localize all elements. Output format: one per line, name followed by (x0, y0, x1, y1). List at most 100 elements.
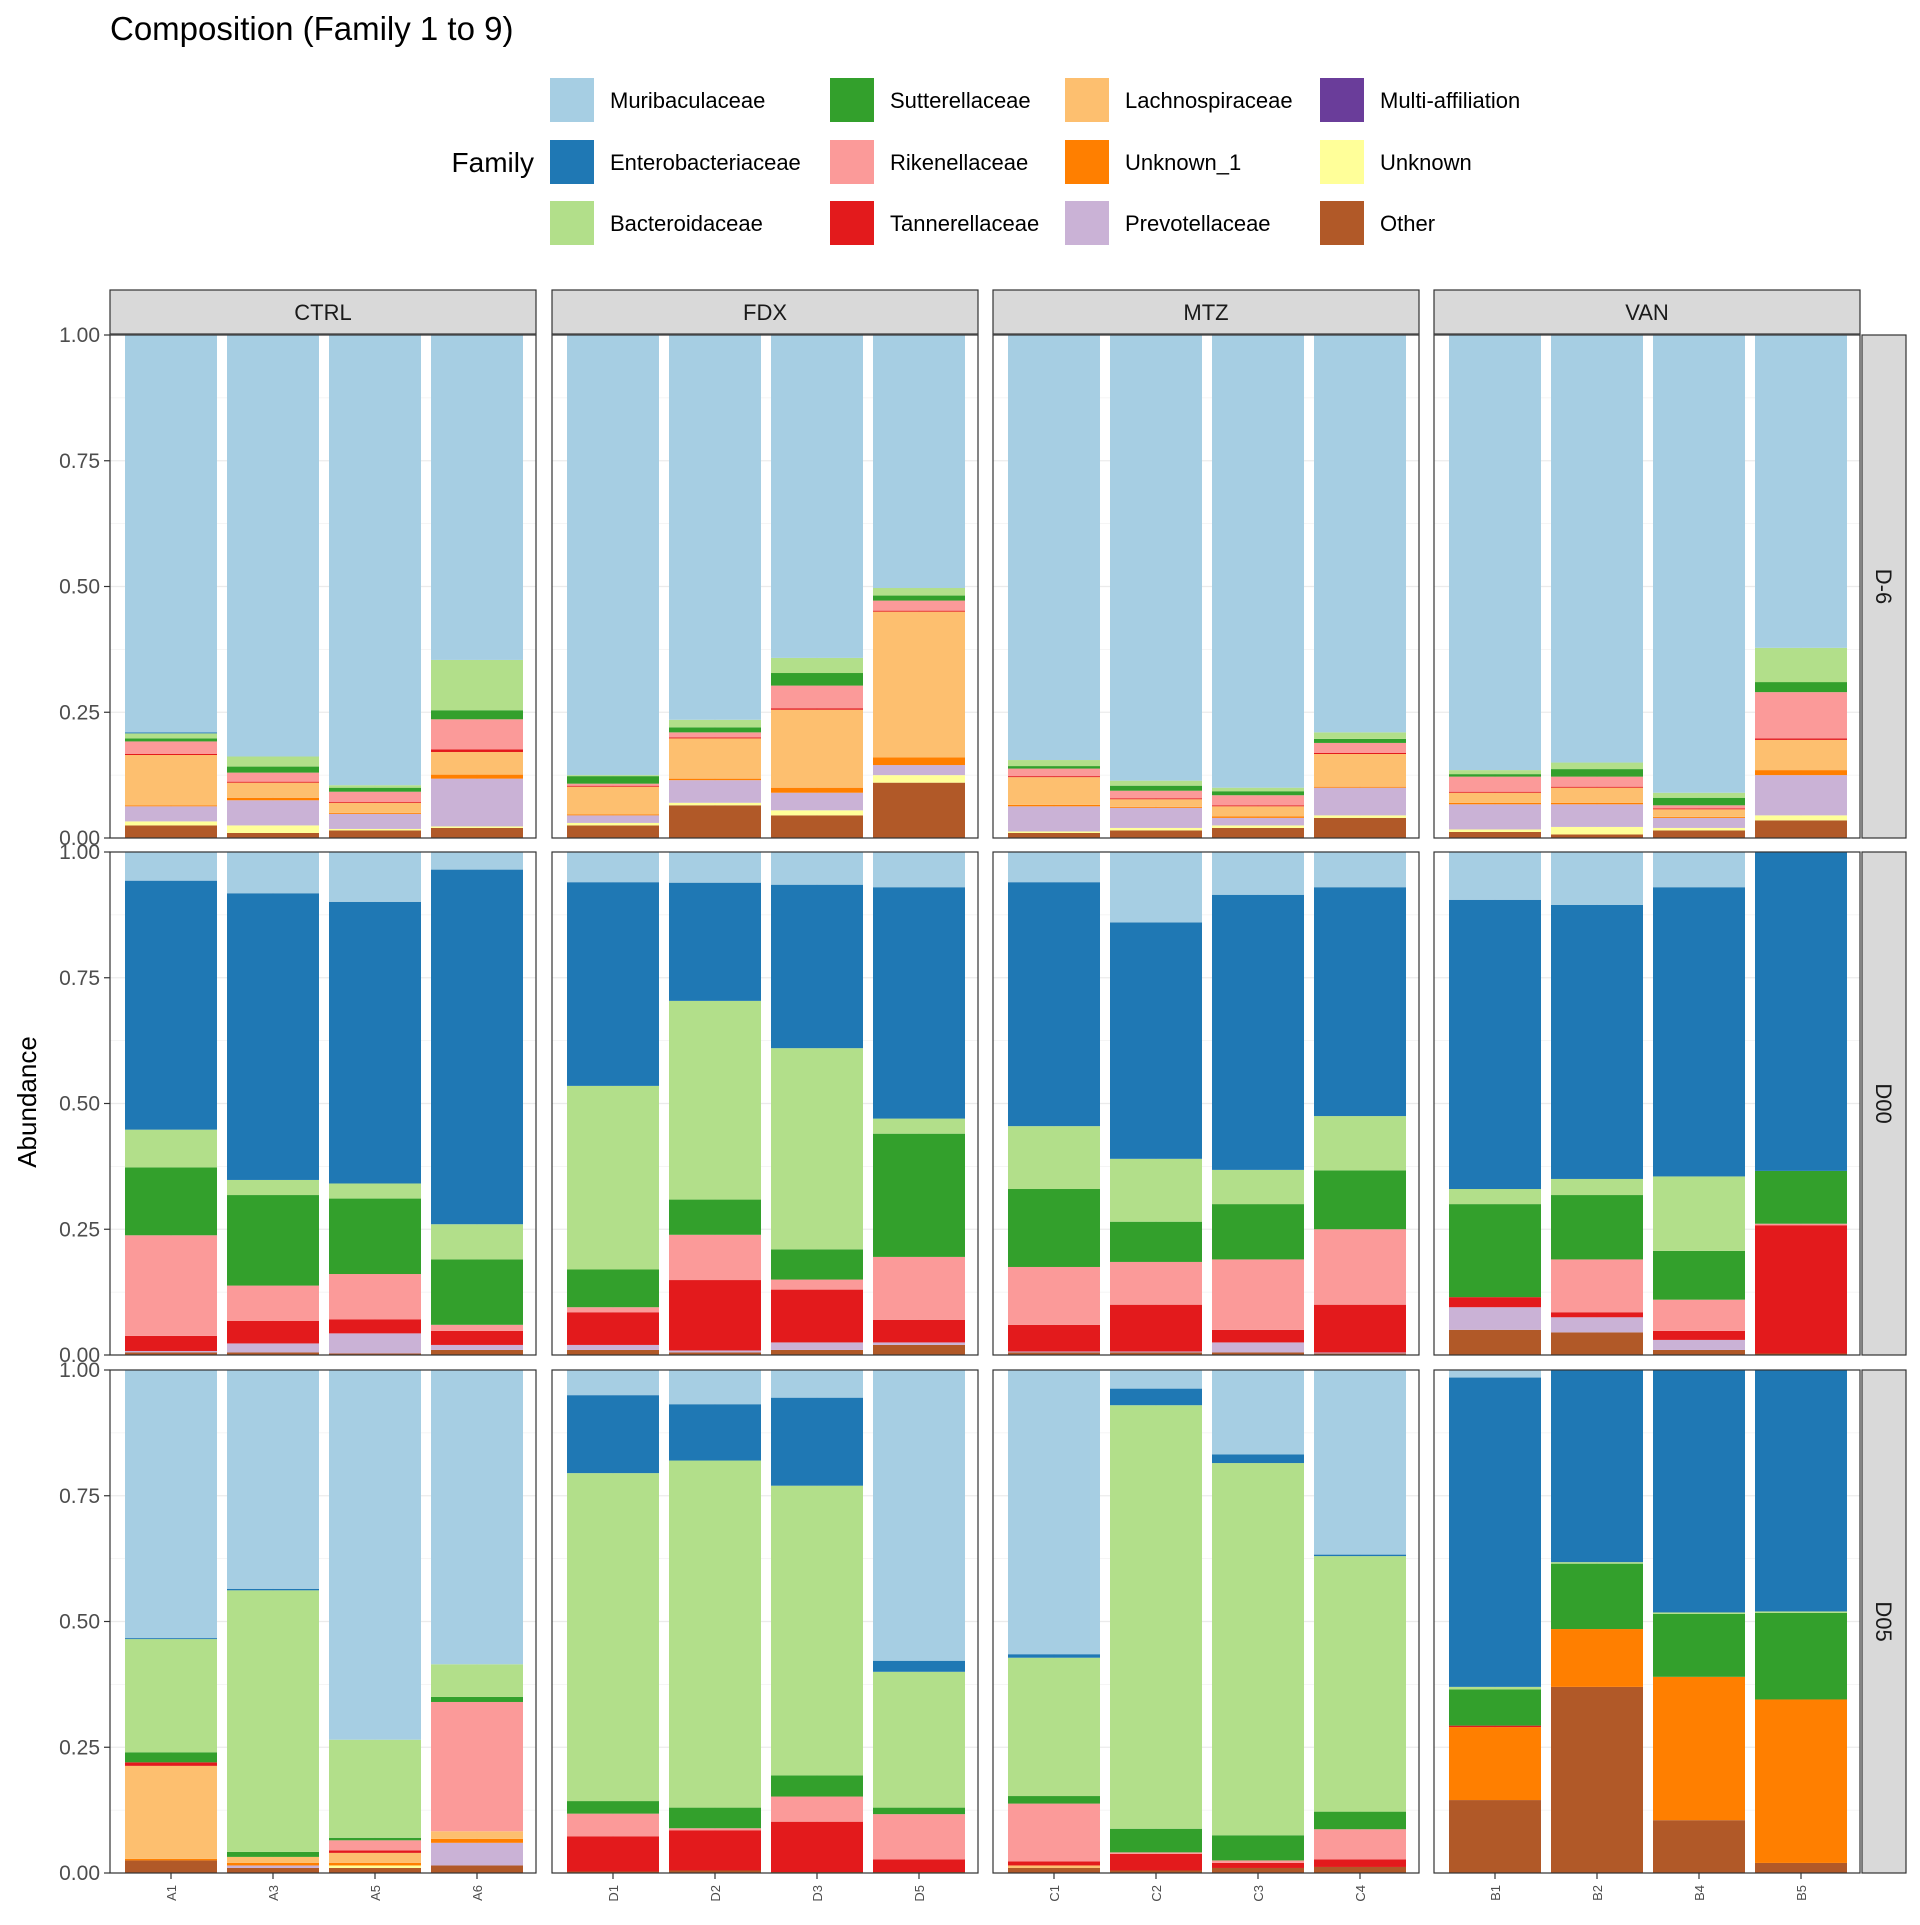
bar-segment-lachnospiraceae (669, 738, 761, 779)
bar-segment-other (567, 825, 659, 838)
legend-label-tannerellaceae: Tannerellaceae (890, 211, 1039, 236)
bar-segment-tannerellaceae (1755, 1225, 1847, 1354)
bar-segment-lachnospiraceae (1008, 1865, 1100, 1868)
bar-segment-muribaculaceae (1212, 1370, 1304, 1455)
panel-border (109, 334, 537, 839)
bar-segment-other (329, 1353, 421, 1355)
bar-segment-unknown-1 (771, 787, 863, 793)
bar-segment-sutterellaceae (1212, 1835, 1304, 1861)
facet-label-mtz: MTZ (1183, 300, 1228, 325)
bar-segment-unknown-1 (431, 774, 523, 779)
bar-segment-enterobacteriaceae (1008, 1654, 1100, 1658)
bar-segment-rikenellaceae (567, 783, 659, 786)
chart-title: Composition (Family 1 to 9) (110, 10, 513, 47)
bar-segment-tannerellaceae (567, 785, 659, 787)
bar-a3-d00 (227, 852, 319, 1355)
bar-segment-unknown-1 (1755, 1699, 1847, 1863)
bar-segment-rikenellaceae (1314, 742, 1406, 753)
bar-segment-enterobacteriaceae (1653, 887, 1745, 1177)
legend-swatch-sutterellaceae (830, 78, 874, 122)
bar-d5-d00 (873, 852, 965, 1355)
bar-d1-d-6 (567, 335, 659, 838)
bar-segment-muribaculaceae (1110, 852, 1202, 923)
bar-segment-tannerellaceae (1212, 1862, 1304, 1868)
bar-segment-sutterellaceae (873, 1133, 965, 1257)
legend-item-bacteroidaceae: Bacteroidaceae (550, 201, 763, 245)
bar-segment-unknown-1 (1653, 816, 1745, 818)
y-tick-label: 1.00 (59, 324, 100, 347)
bar-segment-unknown (873, 775, 965, 783)
bar-segment-muribaculaceae (873, 335, 965, 589)
bar-segment-lachnospiraceae (771, 709, 863, 788)
bar-segment-enterobacteriaceae (1008, 882, 1100, 1127)
bar-segment-other (1110, 830, 1202, 838)
facet-strip-mtz (992, 289, 1420, 335)
bar-segment-unknown (1212, 825, 1304, 828)
bar-segment-sutterellaceae (227, 766, 319, 773)
bar-b4-d00 (1653, 852, 1745, 1355)
bar-segment-sutterellaceae (669, 1199, 761, 1235)
bar-segment-sutterellaceae (567, 1801, 659, 1814)
legend-title: Family (452, 147, 534, 178)
bar-segment-muribaculaceae (125, 852, 217, 881)
bar-segment-prevotellaceae (329, 1333, 421, 1354)
bar-segment-prevotellaceae (1212, 817, 1304, 826)
bar-segment-unknown-1 (1314, 786, 1406, 788)
bar-segment-unknown-1 (329, 1862, 421, 1866)
bar-segment-tannerellaceae (125, 753, 217, 756)
bar-segment-rikenellaceae (567, 1813, 659, 1837)
bar-segment-muribaculaceae (1110, 1370, 1202, 1389)
bar-segment-bacteroidaceae (1551, 1562, 1643, 1564)
bar-d3-d-6 (771, 335, 863, 838)
bar-segment-rikenellaceae (1212, 1259, 1304, 1330)
bar-segment-enterobacteriaceae (329, 901, 421, 1184)
bar-segment-sutterellaceae (1449, 1689, 1541, 1726)
panel-van-d05 (1433, 1369, 1861, 1874)
x-tick-label-d1: D1 (606, 1885, 621, 1902)
bar-segment-sutterellaceae (873, 1807, 965, 1815)
bar-segment-enterobacteriaceae (125, 732, 217, 734)
bar-segment-bacteroidaceae (1314, 1556, 1406, 1812)
bar-segment-lachnospiraceae (329, 802, 421, 813)
bar-segment-prevotellaceae (567, 1344, 659, 1350)
y-tick-label: 0.50 (59, 1093, 100, 1116)
bar-segment-bacteroidaceae (1212, 1463, 1304, 1836)
bar-segment-sutterellaceae (1314, 1170, 1406, 1230)
bar-segment-tannerellaceae (669, 1830, 761, 1871)
bar-segment-enterobacteriaceae (1551, 904, 1643, 1179)
bar-a3-d05 (227, 1370, 319, 1873)
bar-segment-unknown-1 (1212, 816, 1304, 818)
legend-item-lachnospiraceae: Lachnospiraceae (1065, 78, 1293, 122)
bar-segment-prevotellaceae (873, 1342, 965, 1345)
bar-segment-muribaculaceae (1314, 335, 1406, 733)
bar-segment-tannerellaceae (227, 781, 319, 783)
bar-segment-enterobacteriaceae (431, 869, 523, 1225)
legend-swatch-lachnospiraceae (1065, 78, 1109, 122)
bar-segment-bacteroidaceae (771, 657, 863, 674)
bar-segment-prevotellaceae (771, 1342, 863, 1350)
bar-segment-sutterellaceae (1212, 791, 1304, 796)
bar-segment-enterobacteriaceae (1314, 887, 1406, 1117)
bar-segment-enterobacteriaceae (1212, 1454, 1304, 1464)
bar-segment-lachnospiraceae (431, 1831, 523, 1839)
bar-segment-sutterellaceae (1110, 1221, 1202, 1262)
bar-b1-d00 (1449, 852, 1541, 1355)
facet-label-ctrl: CTRL (294, 300, 351, 325)
bar-segment-rikenellaceae (873, 1256, 965, 1320)
bar-segment-lachnospiraceae (1653, 809, 1745, 817)
bar-segment-rikenellaceae (669, 1234, 761, 1281)
bar-segment-muribaculaceae (329, 852, 421, 902)
bar-segment-prevotellaceae (1551, 804, 1643, 827)
bar-segment-unknown (1653, 827, 1745, 831)
bar-segment-enterobacteriaceae (669, 1404, 761, 1461)
panel-border (551, 1369, 979, 1874)
bar-segment-prevotellaceae (125, 806, 217, 822)
bar-b2-d-6 (1551, 335, 1643, 838)
legend-swatch-rikenellaceae (830, 140, 874, 184)
bar-segment-bacteroidaceae (431, 1224, 523, 1260)
bar-segment-rikenellaceae (1110, 790, 1202, 799)
bar-segment-muribaculaceae (567, 852, 659, 883)
bar-segment-bacteroidaceae (1449, 1686, 1541, 1690)
bar-c4-d05 (1314, 1370, 1406, 1873)
